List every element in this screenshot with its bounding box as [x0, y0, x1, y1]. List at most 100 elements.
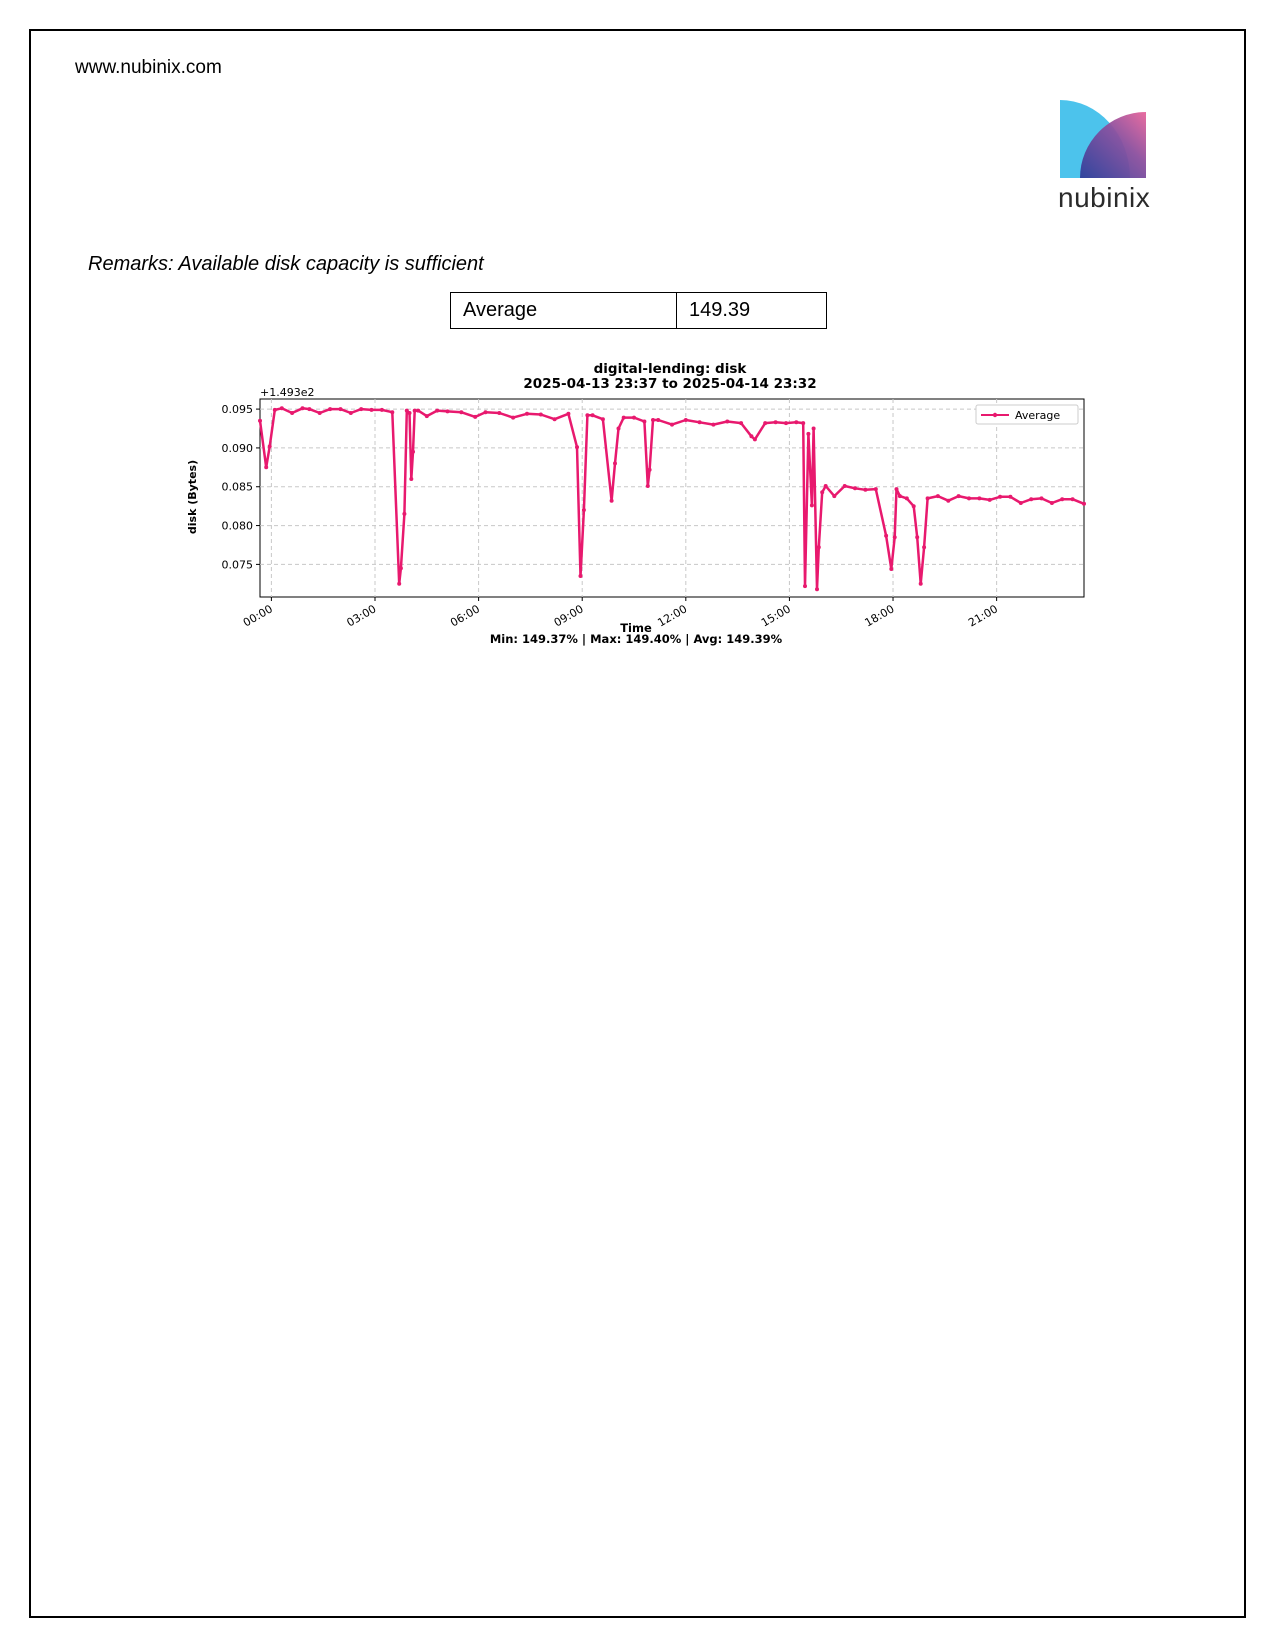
data-point: [811, 426, 816, 431]
data-point: [998, 494, 1003, 499]
data-point: [918, 581, 923, 586]
data-point: [832, 494, 837, 499]
legend: Average: [975, 404, 1079, 425]
data-point: [328, 407, 333, 412]
data-point: [1082, 501, 1086, 506]
data-point: [911, 504, 916, 509]
data-point: [1070, 497, 1075, 502]
data-point: [578, 574, 583, 578]
data-point: [317, 411, 322, 415]
data-point: [922, 545, 927, 550]
data-point: [1039, 496, 1044, 501]
data-point: [407, 411, 412, 415]
data-point: [784, 421, 788, 426]
data-point: [915, 535, 920, 540]
x-tick-label: 06:00: [448, 602, 482, 629]
data-point: [483, 410, 488, 415]
data-point: [1018, 501, 1023, 505]
data-point: [459, 410, 464, 415]
data-point: [763, 421, 768, 426]
data-point: [711, 422, 716, 427]
x-tick-label: 12:00: [655, 602, 689, 629]
data-point: [977, 496, 982, 501]
data-point: [1060, 497, 1065, 502]
data-point: [739, 421, 744, 426]
x-axis-label: Time: [620, 621, 652, 635]
data-point: [307, 407, 312, 412]
data-point: [820, 490, 825, 495]
data-point: [379, 407, 384, 412]
y-tick-label: 0.090: [222, 442, 254, 455]
y-tick-label: 0.095: [222, 403, 254, 416]
y-tick-label: 0.075: [222, 558, 254, 571]
x-gridlines: [270, 399, 998, 597]
data-point: [390, 410, 395, 415]
data-point: [904, 496, 909, 501]
data-point: [651, 418, 655, 422]
data-point: [925, 496, 930, 501]
data-point: [590, 413, 595, 418]
y-gridlines: [260, 408, 1084, 565]
table-row: Average 149.39: [450, 292, 827, 329]
data-point: [581, 508, 586, 512]
data-point: [267, 444, 272, 449]
x-tick-label: 18:00: [863, 602, 897, 629]
logo-wordmark: nubinix: [1058, 182, 1151, 213]
y-tick-label: 0.085: [222, 481, 254, 494]
x-tick-label: 00:00: [241, 602, 275, 629]
data-point: [616, 426, 621, 431]
data-point: [946, 498, 951, 503]
data-point: [566, 411, 571, 416]
data-point: [445, 409, 450, 414]
data-point: [816, 545, 821, 550]
data-point: [1029, 497, 1034, 502]
data-point: [773, 420, 778, 425]
data-point: [1008, 494, 1013, 499]
data-point: [897, 494, 902, 499]
data-point: [290, 411, 295, 415]
data-point: [264, 465, 269, 470]
data-point: [823, 484, 828, 488]
data-point: [404, 408, 409, 413]
data-point: [935, 494, 940, 499]
data-point: [809, 503, 814, 508]
data-point: [842, 484, 847, 488]
data-point: [892, 535, 897, 540]
data-point: [552, 417, 557, 422]
data-point: [801, 421, 806, 426]
chart-subtitle: 2025-04-13 23:37 to 2025-04-14 23:32: [523, 376, 816, 392]
data-point: [600, 417, 605, 422]
data-point: [873, 487, 878, 492]
data-point: [853, 486, 857, 491]
data-point: [473, 414, 478, 419]
data-point: [956, 494, 961, 499]
data-point: [300, 406, 305, 411]
data-point: [987, 497, 992, 502]
data-point: [402, 511, 407, 516]
data-point: [794, 420, 799, 425]
data-point: [525, 411, 529, 416]
data-point: [272, 407, 277, 412]
data-point: [359, 407, 364, 412]
data-point: [645, 484, 650, 488]
chart-footer-stats: Min: 149.37% | Max: 149.40% | Avg: 149.3…: [490, 632, 783, 646]
data-point: [338, 407, 343, 412]
disk-chart: digital-lending: disk 2025-04-13 23:37 t…: [180, 360, 1100, 660]
remarks-text: Remarks: Available disk capacity is suff…: [88, 253, 484, 275]
data-point: [697, 420, 702, 425]
data-point: [656, 418, 661, 422]
data-point: [613, 461, 617, 466]
data-point: [967, 496, 971, 501]
data-point: [683, 418, 688, 422]
data-point: [647, 467, 652, 472]
y-axis-label: disk (Bytes): [186, 460, 199, 534]
data-point: [369, 407, 374, 412]
nubinix-logo: nubinix: [1050, 100, 1170, 220]
data-point: [575, 445, 579, 450]
site-url: www.nubinix.com: [75, 57, 222, 78]
data-point: [411, 449, 415, 454]
data-point: [279, 406, 284, 411]
data-point: [1049, 501, 1054, 505]
data-point: [348, 411, 353, 415]
data-point: [609, 498, 614, 503]
